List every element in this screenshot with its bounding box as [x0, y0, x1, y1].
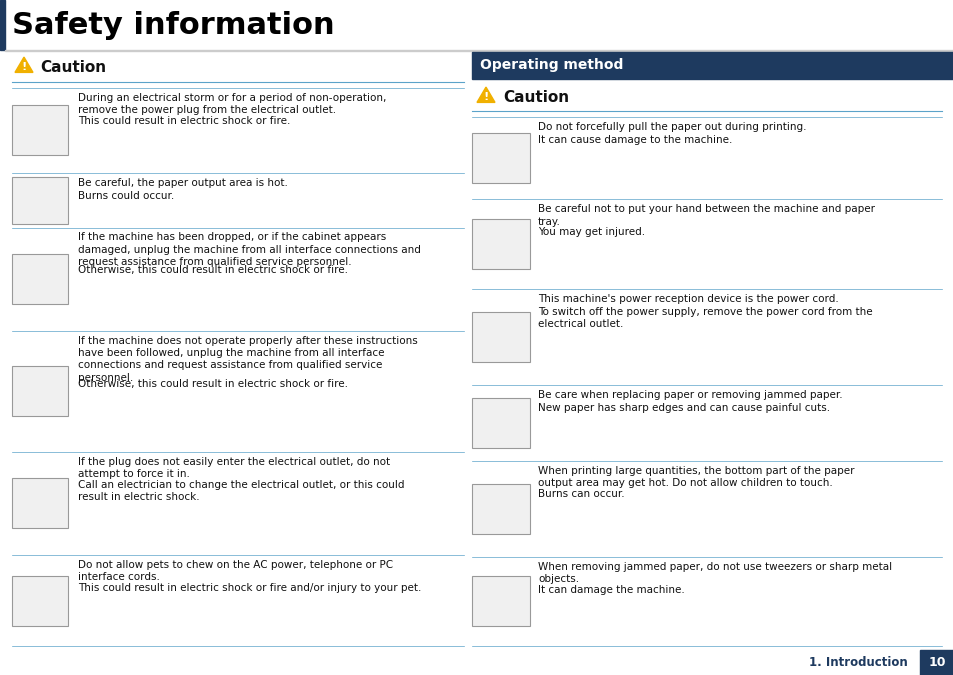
Polygon shape	[476, 87, 495, 103]
Bar	[12, 105, 68, 155]
Text: Call an electrician to change the electrical outlet, or this could
result in ele: Call an electrician to change the electr…	[78, 480, 404, 502]
Bar	[12, 479, 68, 529]
Bar	[5, 50, 953, 51]
Bar	[472, 312, 530, 362]
Text: Operating method: Operating method	[479, 59, 622, 72]
Text: 10: 10	[927, 656, 944, 669]
Text: Caution: Caution	[502, 90, 569, 105]
Text: New paper has sharp edges and can cause painful cuts.: New paper has sharp edges and can cause …	[537, 403, 829, 413]
Text: Safety information: Safety information	[12, 11, 335, 40]
Bar	[12, 576, 68, 626]
Bar	[0, 0, 953, 50]
Text: During an electrical storm or for a period of non-operation,
remove the power pl: During an electrical storm or for a peri…	[78, 93, 386, 115]
Bar	[472, 398, 530, 448]
Text: When removing jammed paper, do not use tweezers or sharp metal
objects.: When removing jammed paper, do not use t…	[537, 562, 891, 584]
Text: Do not forcefully pull the paper out during printing.: Do not forcefully pull the paper out dur…	[537, 122, 805, 132]
Bar	[472, 219, 530, 269]
Bar	[472, 576, 530, 626]
Text: 1. Introduction: 1. Introduction	[808, 656, 907, 669]
Bar	[12, 177, 68, 223]
Text: This could result in electric shock or fire.: This could result in electric shock or f…	[78, 116, 290, 126]
Text: If the plug does not easily enter the electrical outlet, do not
attempt to force: If the plug does not easily enter the el…	[78, 457, 390, 479]
Bar	[472, 52, 953, 79]
Text: It can damage the machine.: It can damage the machine.	[537, 585, 684, 595]
Text: Be careful, the paper output area is hot.: Be careful, the paper output area is hot…	[78, 178, 288, 188]
Text: To switch off the power supply, remove the power cord from the
electrical outlet: To switch off the power supply, remove t…	[537, 306, 872, 329]
Text: You may get injured.: You may get injured.	[537, 227, 644, 238]
Text: Caution: Caution	[40, 59, 106, 74]
Text: This machine's power reception device is the power cord.: This machine's power reception device is…	[537, 294, 838, 304]
Bar	[472, 133, 530, 183]
Text: !: !	[483, 92, 488, 103]
Text: Otherwise, this could result in electric shock or fire.: Otherwise, this could result in electric…	[78, 379, 348, 389]
Bar	[12, 367, 68, 416]
Bar	[12, 254, 68, 304]
Text: It can cause damage to the machine.: It can cause damage to the machine.	[537, 135, 732, 145]
Text: Burns could occur.: Burns could occur.	[78, 191, 174, 201]
Polygon shape	[15, 57, 33, 72]
Text: Do not allow pets to chew on the AC power, telephone or PC
interface cords.: Do not allow pets to chew on the AC powe…	[78, 560, 393, 583]
Text: Be care when replacing paper or removing jammed paper.: Be care when replacing paper or removing…	[537, 390, 841, 400]
Bar	[0, 0, 5, 50]
Text: When printing large quantities, the bottom part of the paper
output area may get: When printing large quantities, the bott…	[537, 466, 854, 488]
Text: Be careful not to put your hand between the machine and paper
tray.: Be careful not to put your hand between …	[537, 205, 874, 227]
Text: If the machine has been dropped, or if the cabinet appears
damaged, unplug the m: If the machine has been dropped, or if t…	[78, 232, 420, 267]
Text: Otherwise, this could result in electric shock or fire.: Otherwise, this could result in electric…	[78, 265, 348, 275]
Text: Burns can occur.: Burns can occur.	[537, 489, 624, 499]
Text: !: !	[21, 63, 27, 72]
Text: This could result in electric shock or fire and/or injury to your pet.: This could result in electric shock or f…	[78, 583, 421, 593]
Bar	[919, 650, 953, 675]
Bar	[472, 483, 530, 534]
Text: If the machine does not operate properly after these instructions
have been foll: If the machine does not operate properly…	[78, 335, 417, 383]
